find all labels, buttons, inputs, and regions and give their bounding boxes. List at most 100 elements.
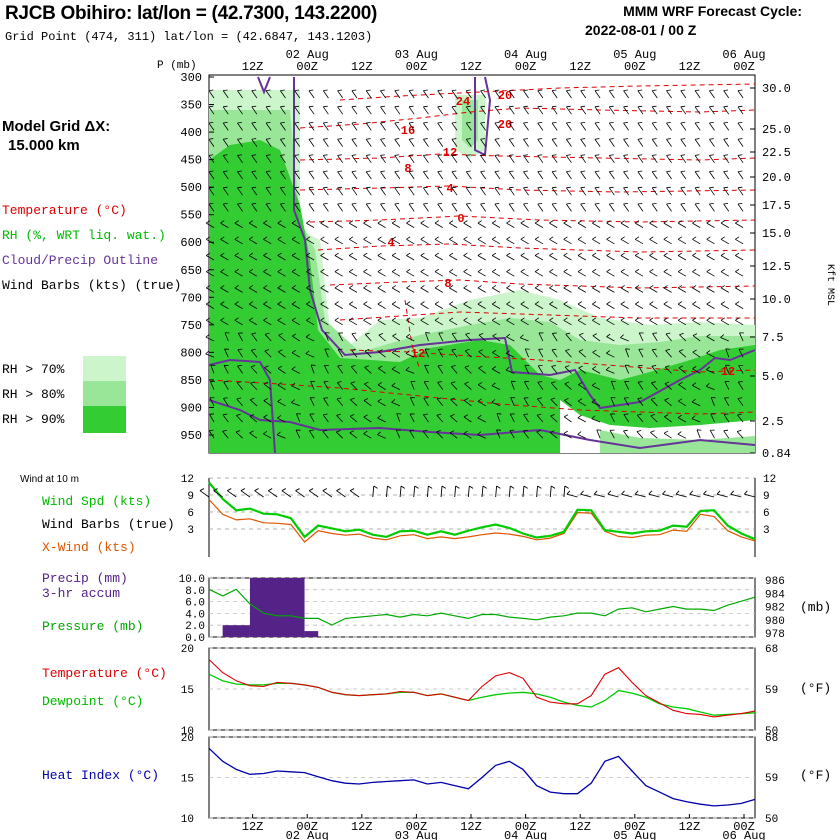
top-time-tick-label: 12Z bbox=[351, 60, 373, 74]
surface-wind-barb bbox=[495, 485, 501, 498]
xsect-wind-barb bbox=[477, 398, 486, 407]
wind-tick-label-right: 3 bbox=[763, 525, 770, 537]
pressure-tick-label: 650 bbox=[180, 264, 202, 278]
xsect-wind-barb bbox=[537, 121, 544, 131]
xsect-wind-barb bbox=[450, 397, 458, 407]
xsect-wind-barb bbox=[365, 105, 372, 115]
xsect-wind-barb bbox=[580, 105, 587, 115]
xsect-wind-barb bbox=[463, 252, 472, 261]
surface-wind-barb bbox=[716, 490, 728, 498]
xsect-wind-barb bbox=[248, 285, 258, 293]
xsect-wind-barb bbox=[205, 350, 215, 358]
xsect-wind-barb bbox=[663, 430, 672, 439]
xsect-wind-barb bbox=[424, 364, 430, 374]
xsect-wind-barb bbox=[536, 430, 544, 439]
xsect-wind-barb bbox=[263, 414, 272, 423]
surface-wind-barb bbox=[566, 490, 578, 498]
xsect-wind-barb bbox=[251, 154, 258, 164]
xsect-wind-barb bbox=[249, 414, 258, 423]
xsect-wind-barb bbox=[409, 413, 415, 423]
xsect-wind-barb bbox=[549, 268, 558, 277]
xsect-wind-barb bbox=[551, 154, 558, 164]
xsect-wind-barb bbox=[349, 414, 358, 423]
xsect-wind-barb bbox=[220, 268, 229, 277]
xsect-wind-barb bbox=[465, 121, 472, 131]
xsect-wind-barb bbox=[491, 317, 501, 326]
xsect-wind-barb bbox=[237, 186, 243, 196]
xsect-wind-barb bbox=[464, 381, 472, 390]
wind-tick-label-right: 9 bbox=[763, 491, 770, 503]
xsect-wind-barb bbox=[391, 366, 401, 374]
xsect-wind-barb bbox=[410, 397, 415, 406]
xsect-wind-barb bbox=[394, 202, 401, 212]
xsect-wind-barb bbox=[277, 220, 286, 228]
legend-cloud-outline: Cloud/Precip Outline bbox=[2, 253, 159, 268]
isotherm-9 bbox=[208, 379, 756, 415]
xsect-wind-barb bbox=[365, 89, 372, 99]
xsect-wind-barb bbox=[263, 381, 272, 390]
xsect-wind-barb bbox=[594, 138, 601, 147]
xsect-wind-barb bbox=[250, 381, 258, 390]
xsect-wind-barb bbox=[294, 121, 301, 131]
grid-point-info: Grid Point (474, 311) lat/lon = (42.6847… bbox=[5, 30, 373, 44]
xsect-wind-barb bbox=[295, 429, 301, 439]
xsect-wind-barb bbox=[336, 397, 344, 407]
xsect-wind-barb bbox=[451, 121, 458, 131]
xsect-wind-barb bbox=[291, 366, 300, 374]
xsect-wind-barb bbox=[594, 186, 601, 196]
legend-temperature: Temperature (°C) bbox=[2, 203, 127, 218]
xsect-wind-barb bbox=[651, 186, 658, 196]
pressure-tick-label: 400 bbox=[180, 126, 202, 140]
xsect-wind-barb bbox=[608, 186, 615, 196]
xsect-wind-barb bbox=[709, 154, 715, 164]
xsect-wind-barb bbox=[694, 202, 701, 212]
xsect-wind-barb bbox=[651, 138, 658, 147]
xsect-wind-barb bbox=[380, 105, 386, 115]
xsect-wind-barb bbox=[209, 397, 215, 406]
temperature-label: 20 bbox=[498, 118, 512, 132]
xsect-wind-barb bbox=[491, 252, 501, 261]
surface-wind-barb bbox=[703, 490, 715, 498]
cloud-outline-3 bbox=[474, 76, 492, 157]
xsect-wind-barb bbox=[337, 348, 344, 358]
xsect-wind-barb bbox=[406, 301, 415, 309]
xsect-wind-barb bbox=[237, 154, 243, 164]
xsect-wind-barb bbox=[478, 365, 486, 374]
xsect-wind-barb bbox=[208, 138, 215, 147]
surface-wind-barb bbox=[322, 488, 333, 498]
xsect-wind-barb bbox=[577, 414, 586, 423]
xsect-wind-barb bbox=[464, 365, 472, 374]
xsect-wind-barb bbox=[437, 89, 444, 99]
crosswind-line bbox=[208, 499, 756, 543]
xsect-wind-barb bbox=[480, 105, 487, 115]
xsect-wind-barb bbox=[534, 236, 544, 245]
xsect-wind-barb bbox=[406, 268, 415, 277]
xsect-wind-barb bbox=[523, 170, 529, 180]
xsect-wind-barb bbox=[265, 121, 272, 131]
xsect-wind-barb bbox=[524, 364, 530, 374]
surface-wind-barb bbox=[580, 490, 592, 498]
xsect-wind-barb bbox=[424, 348, 430, 358]
precip-tick-label: 6.0 bbox=[185, 598, 205, 610]
xsect-wind-barb bbox=[649, 301, 658, 309]
xsect-wind-barb bbox=[723, 105, 730, 115]
surface-wind-barb bbox=[254, 488, 264, 498]
xsect-wind-barb bbox=[394, 138, 401, 147]
xsect-wind-barb bbox=[534, 252, 544, 261]
xsect-wind-barb bbox=[738, 348, 744, 358]
top-time-tick-label: 12Z bbox=[679, 60, 701, 74]
surface-wind-barb bbox=[349, 488, 360, 498]
isotherm-10 bbox=[404, 299, 421, 371]
xsect-wind-barb bbox=[491, 399, 501, 407]
bottom-date-label: 03 Aug bbox=[395, 829, 438, 840]
height-tick-label: 17.5 bbox=[762, 199, 791, 213]
xsect-wind-barb bbox=[408, 89, 415, 99]
xsect-wind-barb bbox=[494, 105, 501, 115]
xsect-wind-barb bbox=[436, 430, 444, 439]
xsect-wind-barb bbox=[735, 285, 744, 293]
bottom-time-tick-label: 12Z bbox=[242, 820, 264, 834]
xsect-wind-barb bbox=[494, 186, 501, 196]
xsect-wind-barb bbox=[265, 105, 272, 115]
xsect-wind-barb bbox=[408, 154, 415, 164]
xsect-wind-barb bbox=[237, 121, 243, 131]
